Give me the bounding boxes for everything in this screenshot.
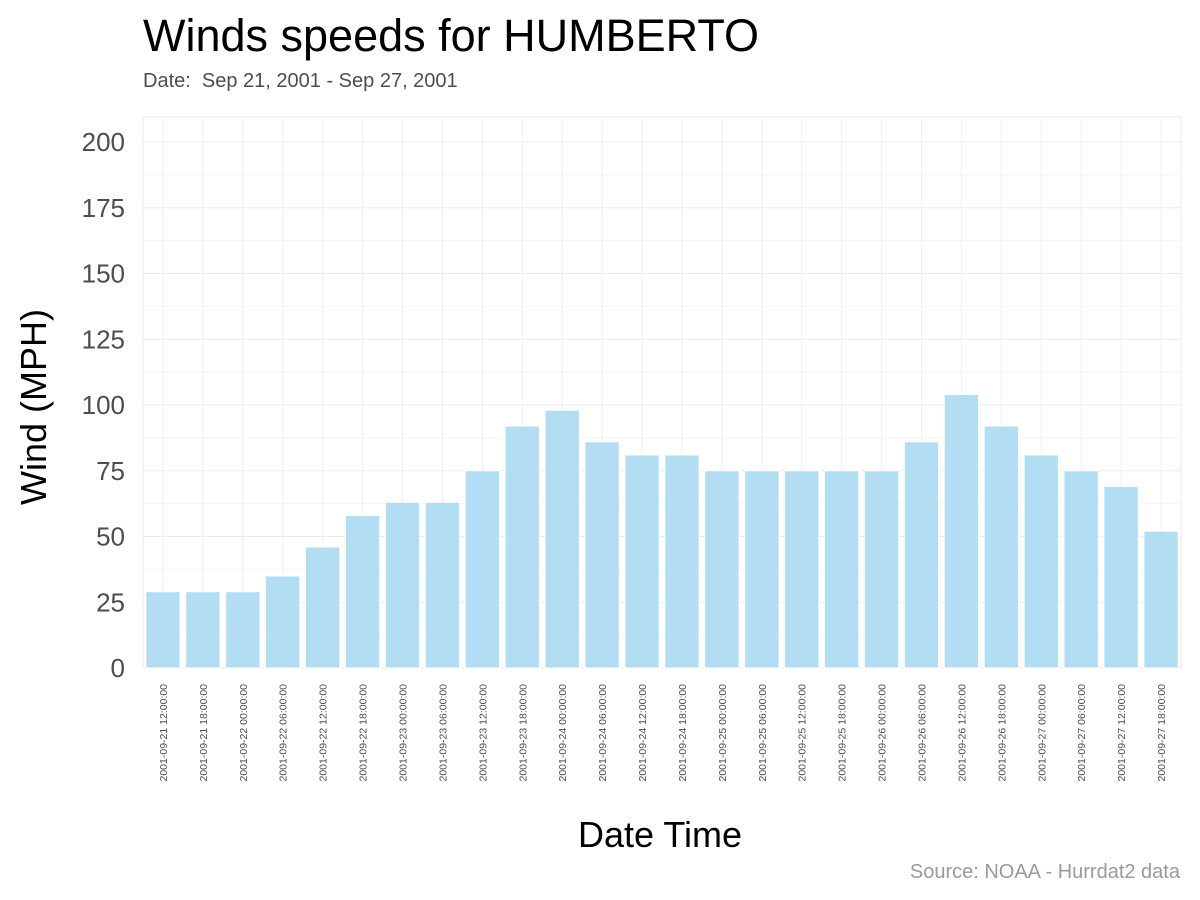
y-tick-label: 25 [96, 587, 125, 617]
y-tick-label: 75 [96, 456, 125, 486]
x-tick-label: 2001-09-25 12:00:00 [797, 684, 809, 782]
x-tick-label: 2001-09-23 06:00:00 [437, 684, 449, 782]
x-tick-label: 2001-09-22 12:00:00 [318, 684, 330, 782]
chart-subtitle: Date: Sep 21, 2001 - Sep 27, 2001 [143, 70, 458, 92]
bar [584, 441, 620, 669]
x-tick-label: 2001-09-27 12:00:00 [1116, 684, 1128, 782]
bar [544, 409, 580, 669]
bar [664, 454, 700, 669]
bar [344, 514, 381, 669]
bar [903, 441, 940, 669]
x-tick-label: 2001-09-23 12:00:00 [477, 684, 489, 782]
x-tick-label: 2001-09-24 06:00:00 [597, 684, 609, 782]
bar [185, 591, 221, 669]
x-tick-label: 2001-09-27 00:00:00 [1036, 684, 1048, 782]
y-tick-label: 175 [82, 193, 125, 223]
y-axis-ticks: 0 25 50 75 100 125 150 175 200 [82, 127, 125, 683]
x-tick-label: 2001-09-22 00:00:00 [238, 684, 250, 782]
x-tick-label: 2001-09-25 00:00:00 [717, 684, 729, 782]
bar [504, 425, 540, 669]
bar [225, 591, 261, 669]
x-tick-label: 2001-09-27 06:00:00 [1076, 684, 1088, 782]
x-tick-label: 2001-09-25 18:00:00 [837, 684, 849, 782]
bar [1063, 470, 1099, 669]
bar [784, 470, 820, 669]
y-tick-label: 0 [111, 653, 125, 683]
x-tick-label: 2001-09-24 12:00:00 [637, 684, 649, 782]
x-tick-label: 2001-09-23 00:00:00 [398, 684, 410, 782]
bar [863, 470, 900, 669]
x-tick-label: 2001-09-24 18:00:00 [677, 684, 689, 782]
x-tick-label: 2001-09-23 18:00:00 [517, 684, 529, 782]
x-tick-label: 2001-09-26 12:00:00 [956, 684, 968, 782]
bar [1023, 454, 1059, 669]
bar [823, 470, 860, 669]
bar [424, 501, 461, 669]
bar [744, 470, 780, 669]
x-tick-label: 2001-09-26 00:00:00 [877, 684, 889, 782]
bar [265, 575, 301, 669]
bar [704, 470, 740, 669]
chart-caption: Source: NOAA - Hurrdat2 data [909, 861, 1180, 883]
x-tick-label: 2001-09-22 18:00:00 [358, 684, 370, 782]
bar [983, 425, 1020, 669]
bar [464, 470, 501, 669]
x-axis-label: Date Time [578, 814, 743, 855]
x-tick-label: 2001-09-26 06:00:00 [917, 684, 929, 782]
y-tick-label: 125 [82, 324, 125, 354]
chart-title: Winds speeds for HUMBERTO [143, 10, 760, 61]
y-tick-label: 100 [82, 390, 125, 420]
y-tick-label: 150 [82, 259, 125, 289]
x-tick-label: 2001-09-27 18:00:00 [1156, 684, 1168, 782]
x-tick-label: 2001-09-21 12:00:00 [158, 684, 170, 782]
bar [304, 546, 341, 669]
x-tick-label: 2001-09-24 00:00:00 [557, 684, 569, 782]
bar [1143, 530, 1179, 669]
x-tick-label: 2001-09-22 06:00:00 [278, 684, 290, 782]
bar [943, 393, 980, 669]
bar [384, 501, 421, 669]
bar [145, 591, 181, 669]
bars [145, 393, 1179, 669]
x-tick-label: 2001-09-26 18:00:00 [996, 684, 1008, 782]
bar [1103, 486, 1139, 669]
x-axis-ticks: 2001-09-21 12:00:00 2001-09-21 18:00:00 20… [158, 684, 1168, 782]
x-tick-label: 2001-09-25 06:00:00 [757, 684, 769, 782]
y-tick-label: 50 [96, 522, 125, 552]
x-tick-label: 2001-09-21 18:00:00 [198, 684, 210, 782]
bar [624, 454, 660, 669]
y-tick-label: 200 [82, 127, 125, 157]
